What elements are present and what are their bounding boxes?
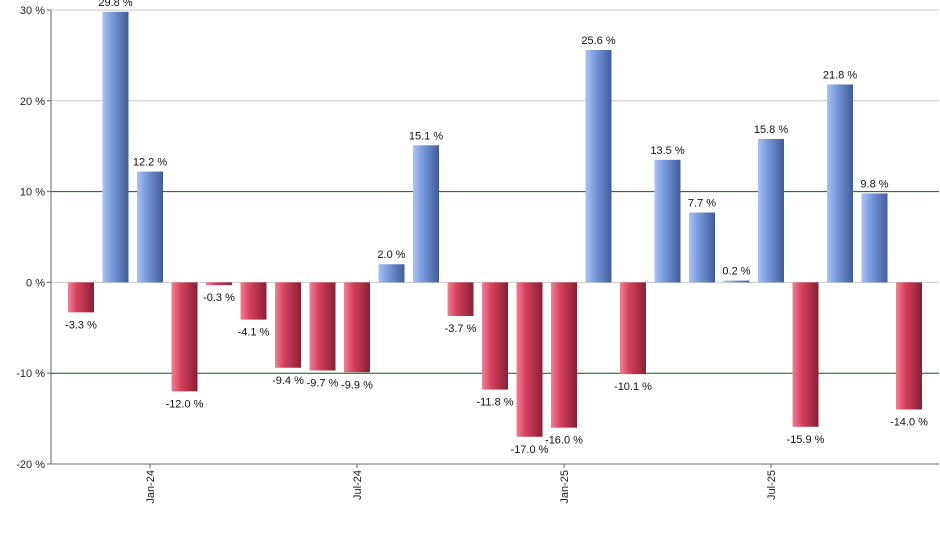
bar xyxy=(585,49,612,283)
bar xyxy=(275,282,301,368)
data-label: -9.4 % xyxy=(272,375,304,387)
data-label: 7.7 % xyxy=(688,197,716,209)
data-label: -12.0 % xyxy=(166,398,204,410)
x-tick-label: Jul-25 xyxy=(766,470,778,500)
data-label: -15.9 % xyxy=(787,434,825,446)
data-label: 21.8 % xyxy=(823,69,857,81)
bar xyxy=(654,159,681,283)
bar xyxy=(68,282,94,313)
x-tick-label: Jul-24 xyxy=(352,470,364,500)
bar xyxy=(723,280,750,283)
data-label: 13.5 % xyxy=(650,145,684,157)
y-tick-label: 30 % xyxy=(20,5,45,17)
bar xyxy=(896,282,922,410)
bar xyxy=(240,282,267,320)
bar xyxy=(447,282,474,316)
data-label: -14.0 % xyxy=(890,417,928,429)
data-label: -3.7 % xyxy=(445,323,477,335)
bar xyxy=(206,282,232,286)
bar xyxy=(309,282,336,371)
bar xyxy=(102,11,129,283)
bar xyxy=(137,171,163,283)
y-tick-label: 10 % xyxy=(20,187,45,199)
bar xyxy=(516,282,543,437)
x-tick-label: Jan-24 xyxy=(145,470,157,504)
bar xyxy=(413,145,439,283)
data-label: 9.8 % xyxy=(860,178,888,190)
data-label: -16.0 % xyxy=(545,435,583,447)
bar xyxy=(758,138,784,283)
bar xyxy=(344,282,370,373)
y-tick-label: -20 % xyxy=(16,459,45,471)
data-label: 15.1 % xyxy=(409,130,443,142)
bar xyxy=(171,282,198,392)
data-label: -11.8 % xyxy=(476,397,513,409)
bar xyxy=(378,264,405,283)
x-tick-label: Jan-25 xyxy=(559,470,571,504)
data-label: 0.2 % xyxy=(722,266,750,278)
bar xyxy=(551,282,577,428)
bar xyxy=(792,282,819,427)
data-labels: -3.3 % 29.8 % 12.2 % -12.0 % -0.3 % -4.1 % -9.… xyxy=(65,0,928,456)
bar xyxy=(620,282,646,375)
axes: 30 % 20 % 10 % 0 % -10 % -20 % Jan-24 Jul-24 Jan… xyxy=(16,5,939,504)
data-label: -17.0 % xyxy=(511,444,549,456)
data-label: -10.1 % xyxy=(614,381,652,393)
data-label: -9.9 % xyxy=(341,379,373,391)
data-label: 2.0 % xyxy=(377,249,405,261)
data-label: 15.8 % xyxy=(754,124,788,136)
y-tick-label: 0 % xyxy=(26,277,45,289)
bar xyxy=(482,282,508,390)
bar xyxy=(689,212,715,283)
data-label: -4.1 % xyxy=(238,327,270,339)
data-label: 12.2 % xyxy=(133,157,167,169)
data-label: 29.8 % xyxy=(98,0,132,9)
y-tick-label: 20 % xyxy=(20,96,45,108)
data-label: -0.3 % xyxy=(203,292,235,304)
data-label: -9.7 % xyxy=(307,377,339,389)
bar xyxy=(827,84,853,283)
data-label: -3.3 % xyxy=(65,319,97,331)
bar xyxy=(861,193,888,283)
y-tick-label: -10 % xyxy=(16,368,45,380)
bars xyxy=(68,11,922,437)
data-label: 25.6 % xyxy=(581,35,615,47)
